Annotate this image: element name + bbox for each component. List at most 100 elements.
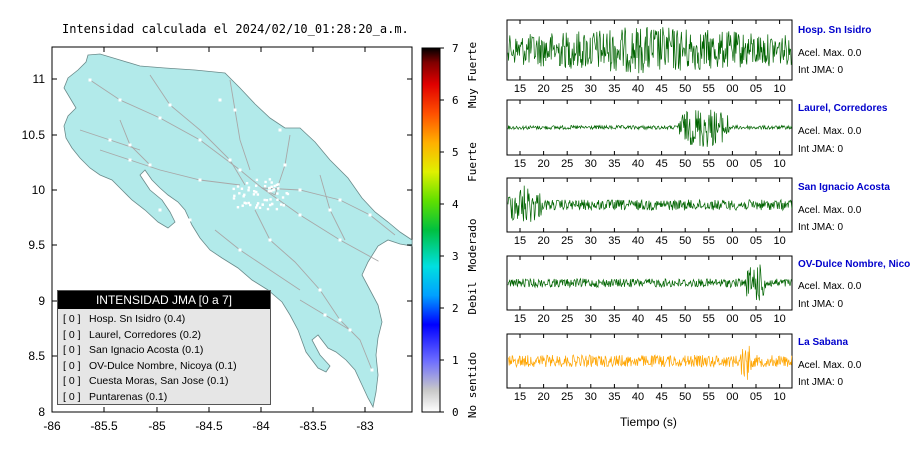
city-marker <box>236 206 240 209</box>
trace-x-tick-label: 50 <box>679 235 691 247</box>
legend-item-label: Puntarenas (0.1) <box>89 390 168 403</box>
station-acel-5: Acel. Max. 0.0 <box>798 360 862 371</box>
station-acel-4: Acel. Max. 0.0 <box>798 281 862 292</box>
seismogram-waveform <box>507 264 792 301</box>
city-marker <box>253 190 256 193</box>
city-marker <box>263 198 266 202</box>
city-marker <box>88 78 92 82</box>
city-marker <box>269 198 272 201</box>
city-marker <box>242 195 245 198</box>
city-marker <box>232 197 236 200</box>
colorbar-tick-label: 4 <box>452 198 459 211</box>
map-x-tick-label: -86 <box>43 419 61 433</box>
intensity-legend: INTENSIDAD JMA [0 a 7] [ 0 ] Hosp. Sn Isi… <box>57 290 271 405</box>
colorbar-tick-label: 5 <box>452 146 459 159</box>
city-marker <box>233 194 236 198</box>
trace-x-tick-label: 35 <box>608 391 620 403</box>
city-marker <box>348 328 352 332</box>
trace-x-tick-label: 05 <box>750 235 762 247</box>
seismogram-waveform <box>507 345 793 380</box>
trace-frame <box>506 333 793 389</box>
city-marker <box>338 318 342 322</box>
trace-x-tick-label: 35 <box>608 313 620 325</box>
city-marker <box>255 178 259 182</box>
city-marker <box>370 368 374 372</box>
city-marker <box>241 204 244 207</box>
city-marker <box>108 138 112 142</box>
map-y-tick-label: 8 <box>38 405 45 419</box>
trace-x-tick-label: 35 <box>608 83 620 95</box>
trace-x-tick-label: 15 <box>514 235 526 247</box>
seismogram-waveform <box>507 185 793 222</box>
trace-x-tick-label: 15 <box>514 83 526 95</box>
city-marker <box>252 193 256 196</box>
trace-x-tick-label: 15 <box>514 313 526 325</box>
station-int-5: Int JMA: 0 <box>798 377 844 388</box>
trace-x-tick-label: 50 <box>679 313 691 325</box>
map-y-tick-label: 10.5 <box>22 128 46 142</box>
colorbar-category-label: Muy Fuerte <box>466 42 479 108</box>
legend-item-value: [ 0 ] <box>63 359 81 372</box>
trace-x-tick-label: 55 <box>703 391 715 403</box>
city-marker <box>128 158 132 162</box>
legend-item: [ 0 ] OV-Dulce Nombre, Nicoya (0.1) <box>58 359 270 375</box>
city-marker <box>278 128 282 132</box>
trace-x-tick-label: 30 <box>585 158 597 170</box>
legend-item-label: San Ignacio Acosta (0.1) <box>89 344 204 357</box>
trace-x-tick-label: 30 <box>585 313 597 325</box>
trace-x-tick-label: 10 <box>773 158 785 170</box>
trace-x-tick-label: 10 <box>773 313 785 325</box>
city-marker <box>275 207 279 211</box>
legend-item-value: [ 0 ] <box>63 375 81 388</box>
trace-x-tick-label: 20 <box>537 313 549 325</box>
colorbar-labels: No sentido Debil Moderado Fuerte Muy Fuerte <box>466 42 479 418</box>
city-marker <box>128 143 132 147</box>
city-marker <box>282 204 285 207</box>
city-marker <box>268 186 271 190</box>
city-marker <box>261 203 265 206</box>
city-marker <box>238 248 242 252</box>
colorbar-tick-label: 3 <box>452 250 459 263</box>
city-marker <box>268 238 272 242</box>
map-x-tick-label: -85.5 <box>90 419 118 433</box>
city-marker <box>298 188 302 192</box>
city-marker <box>266 207 270 211</box>
city-marker <box>338 198 342 202</box>
city-marker <box>218 98 222 102</box>
city-marker <box>270 202 274 206</box>
legend-item-value: [ 0 ] <box>63 390 81 403</box>
station-acel-2: Acel. Max. 0.0 <box>798 126 862 137</box>
city-marker <box>270 189 273 193</box>
legend-item-label: OV-Dulce Nombre, Nicoya (0.1) <box>89 359 237 372</box>
trace-x-tick-label: 45 <box>655 391 667 403</box>
city-marker <box>323 313 327 317</box>
city-marker <box>279 203 283 206</box>
map-x-axis: -86 -85.5 -85 -84.5 -84 -83.5 -83 <box>43 47 374 433</box>
colorbar-tick-label: 1 <box>452 354 459 367</box>
map-y-tick-label: 9 <box>38 294 45 308</box>
road-line <box>149 74 246 186</box>
trace-x-tick-label: 40 <box>632 313 644 325</box>
trace-x-tick-label: 20 <box>537 235 549 247</box>
trace-x-tick-label: 55 <box>703 235 715 247</box>
city-marker <box>158 116 162 120</box>
trace-x-tick-label: 45 <box>655 235 667 247</box>
city-marker <box>273 184 276 188</box>
costa-rica-landmass <box>63 53 413 409</box>
city-marker <box>198 178 202 182</box>
station-acel-1: Acel. Max. 0.0 <box>798 48 862 59</box>
trace-x-tick-label: 35 <box>608 235 620 247</box>
city-marker <box>281 196 285 199</box>
city-marker <box>249 203 252 207</box>
city-marker <box>270 185 273 189</box>
city-marker <box>276 192 279 195</box>
legend-item-label: Hosp. Sn Isidro (0.4) <box>89 313 186 325</box>
city-marker <box>233 108 237 112</box>
city-marker <box>270 181 273 184</box>
legend-item: [ 0 ] Hosp. Sn Isidro (0.4) <box>58 312 270 328</box>
trace-x-tick-label: 00 <box>726 313 738 325</box>
city-marker <box>378 260 382 264</box>
city-marker <box>285 192 288 195</box>
city-marker <box>247 186 251 189</box>
trace-x-tick-label: 35 <box>608 158 620 170</box>
